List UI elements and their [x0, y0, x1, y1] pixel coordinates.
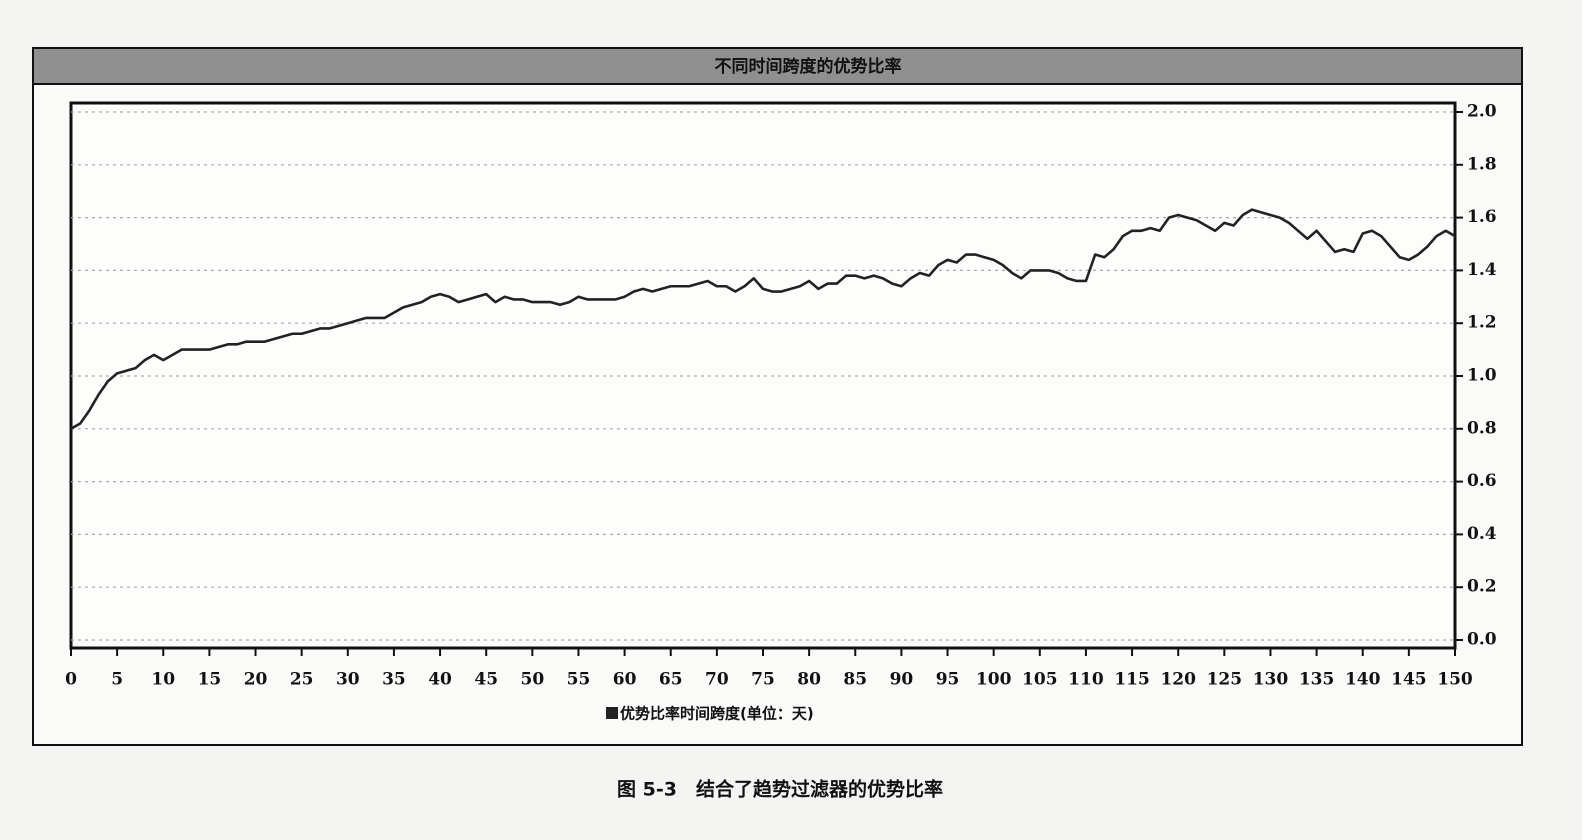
x-tick-label: 105 [1022, 670, 1058, 690]
x-tick-label: 110 [1068, 670, 1104, 690]
x-tick-label: 60 [613, 670, 637, 690]
x-tick-label: 120 [1160, 670, 1196, 690]
x-tick-label: 115 [1114, 670, 1150, 690]
x-tick-label: 30 [336, 670, 360, 690]
x-tick-label: 10 [151, 670, 175, 690]
legend-label: 优势比率时间跨度(单位：天) [620, 705, 814, 723]
y-tick-label: 1.6 [1467, 207, 1497, 227]
y-tick-label: 0.6 [1467, 471, 1497, 491]
x-tick-label: 150 [1437, 670, 1473, 690]
x-tick-label: 15 [198, 670, 222, 690]
y-tick-label: 1.4 [1467, 260, 1497, 280]
x-tick-label: 125 [1207, 670, 1243, 690]
x-tick-label: 0 [65, 670, 77, 690]
x-tick-label: 20 [244, 670, 268, 690]
title-bar [32, 47, 1523, 85]
x-tick-label: 100 [976, 670, 1012, 690]
y-tick-label: 0.4 [1467, 524, 1497, 544]
x-tick-label: 50 [520, 670, 544, 690]
x-tick-label: 75 [751, 670, 775, 690]
x-tick-label: 90 [890, 670, 914, 690]
y-tick-label: 1.8 [1467, 154, 1497, 174]
x-tick-label: 40 [428, 670, 452, 690]
x-tick-label: 135 [1299, 670, 1335, 690]
y-tick-label: 0.8 [1467, 418, 1497, 438]
data-line [70, 208, 1456, 430]
x-tick-label: 145 [1391, 670, 1427, 690]
chart-title: 不同时间跨度的优势比率 [715, 56, 902, 77]
x-tick-label: 55 [567, 670, 591, 690]
legend-swatch [606, 707, 618, 719]
y-tick-label: 1.0 [1467, 366, 1497, 386]
x-tick-label: 130 [1253, 670, 1289, 690]
figure-caption: 图 5-3 结合了趋势过滤器的优势比率 [617, 778, 943, 801]
x-tick-label: 140 [1345, 670, 1381, 690]
y-tick-label: 0.0 [1467, 630, 1497, 650]
y-tick-label: 0.2 [1467, 577, 1497, 597]
plot-area [69, 101, 1457, 650]
y-tick-label: 2.0 [1467, 102, 1497, 122]
x-tick-label: 45 [474, 670, 498, 690]
x-tick-label: 35 [382, 670, 406, 690]
x-tick-label: 80 [797, 670, 821, 690]
x-tick-label: 5 [111, 670, 123, 690]
x-tick-label: 70 [705, 670, 729, 690]
x-tick-label: 85 [843, 670, 867, 690]
x-tick-label: 95 [936, 670, 960, 690]
x-tick-label: 25 [290, 670, 314, 690]
x-tick-label: 65 [659, 670, 683, 690]
y-tick-label: 1.2 [1467, 313, 1497, 333]
